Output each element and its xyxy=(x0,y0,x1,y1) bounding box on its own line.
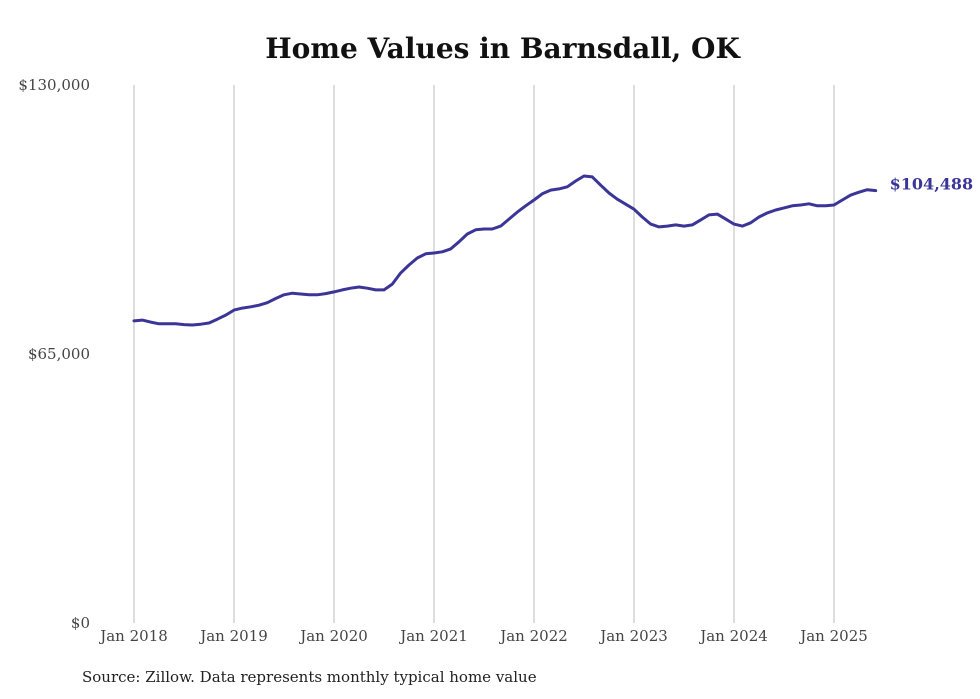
end-value-label: $104,488 xyxy=(890,175,974,194)
x-tick-label: Jan 2025 xyxy=(798,627,868,645)
x-tick-label: Jan 2019 xyxy=(198,627,268,645)
x-tick-label: Jan 2024 xyxy=(698,627,768,645)
x-tick-label: Jan 2018 xyxy=(98,627,168,645)
x-tick-label: Jan 2021 xyxy=(398,627,468,645)
series-line xyxy=(132,174,878,327)
source-note: Source: Zillow. Data represents monthly … xyxy=(82,668,537,686)
x-tick-label: Jan 2023 xyxy=(598,627,668,645)
y-tick-label: $65,000 xyxy=(28,345,90,363)
x-tick-label: Jan 2022 xyxy=(498,627,568,645)
y-tick-label: $0 xyxy=(71,614,90,632)
x-tick-label: Jan 2020 xyxy=(298,627,368,645)
y-tick-label: $130,000 xyxy=(18,76,90,94)
chart-title: Home Values in Barnsdall, OK xyxy=(265,32,740,65)
